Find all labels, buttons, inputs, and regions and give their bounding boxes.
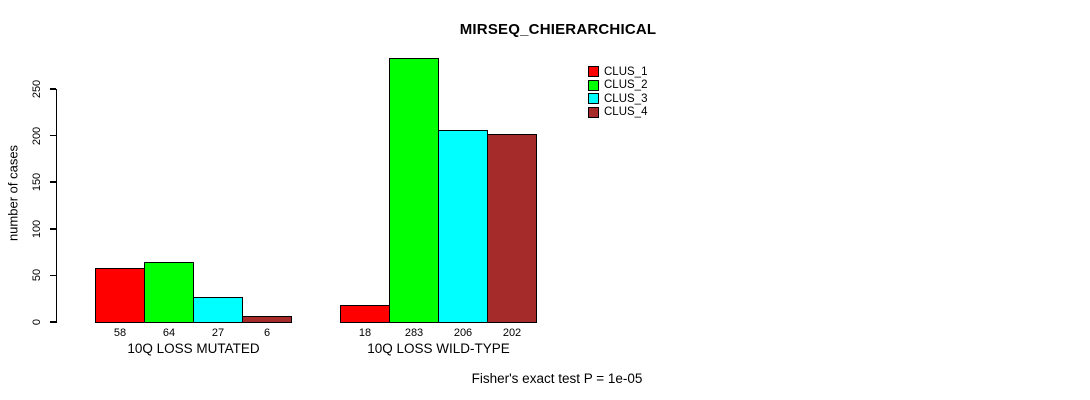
category-label: 10Q LOSS MUTATED xyxy=(127,341,260,356)
y-axis-tick-label: 50 xyxy=(31,269,43,282)
legend-label: CLUS_3 xyxy=(604,92,648,105)
y-axis-tick xyxy=(49,228,56,230)
y-axis-tick-label: 200 xyxy=(31,126,43,145)
bar-value-label: 18 xyxy=(358,327,372,339)
bar-value-label: 202 xyxy=(502,327,522,339)
bar-clus_2-group2 xyxy=(389,58,439,323)
bar-clus_3-group1 xyxy=(193,296,243,323)
chart-title: MIRSEQ_CHIERARCHICAL xyxy=(459,21,657,38)
y-axis-tick xyxy=(49,321,56,323)
bar-value-label: 27 xyxy=(211,327,225,339)
y-axis-label: number of cases xyxy=(5,144,21,242)
category-label: 10Q LOSS WILD-TYPE xyxy=(367,341,510,356)
y-axis-tick-label: 150 xyxy=(31,173,43,192)
bar-clus_2-group1 xyxy=(144,262,194,323)
legend-swatch-clus_1 xyxy=(588,66,599,77)
bar-clus_1-group2 xyxy=(340,305,390,323)
bar-value-label: 6 xyxy=(263,327,271,339)
bar-clus_3-group2 xyxy=(438,130,488,323)
legend-item: CLUS_4 xyxy=(588,106,698,119)
y-axis-line xyxy=(55,89,57,323)
legend-label: CLUS_1 xyxy=(604,65,648,78)
bar-clus_4-group1 xyxy=(242,316,292,323)
legend-label: CLUS_2 xyxy=(604,79,648,92)
y-axis-tick-label: 0 xyxy=(31,318,43,326)
annotation-fisher-test: Fisher's exact test P = 1e-05 xyxy=(471,371,643,386)
y-axis-tick-label: 100 xyxy=(31,219,43,238)
bar-value-label: 283 xyxy=(404,327,424,339)
legend-item: CLUS_1 xyxy=(588,66,698,78)
legend-swatch-clus_3 xyxy=(588,93,599,105)
legend-item: CLUS_3 xyxy=(588,93,698,105)
y-axis-tick xyxy=(49,274,56,277)
y-axis-tick xyxy=(49,181,56,183)
y-axis-tick xyxy=(49,88,56,90)
bar-clus_1-group1 xyxy=(95,267,145,323)
y-axis-tick xyxy=(49,134,56,137)
legend-swatch-clus_2 xyxy=(588,79,599,91)
bar-clus_4-group2 xyxy=(487,133,537,323)
legend-item: CLUS_2 xyxy=(588,79,698,92)
bar-value-label: 64 xyxy=(162,327,176,339)
legend-label: CLUS_4 xyxy=(604,106,648,119)
legend-swatch-clus_4 xyxy=(588,106,599,118)
y-axis-tick-label: 250 xyxy=(31,79,43,99)
bar-value-label: 58 xyxy=(113,327,127,339)
bar-value-label: 206 xyxy=(453,327,473,339)
